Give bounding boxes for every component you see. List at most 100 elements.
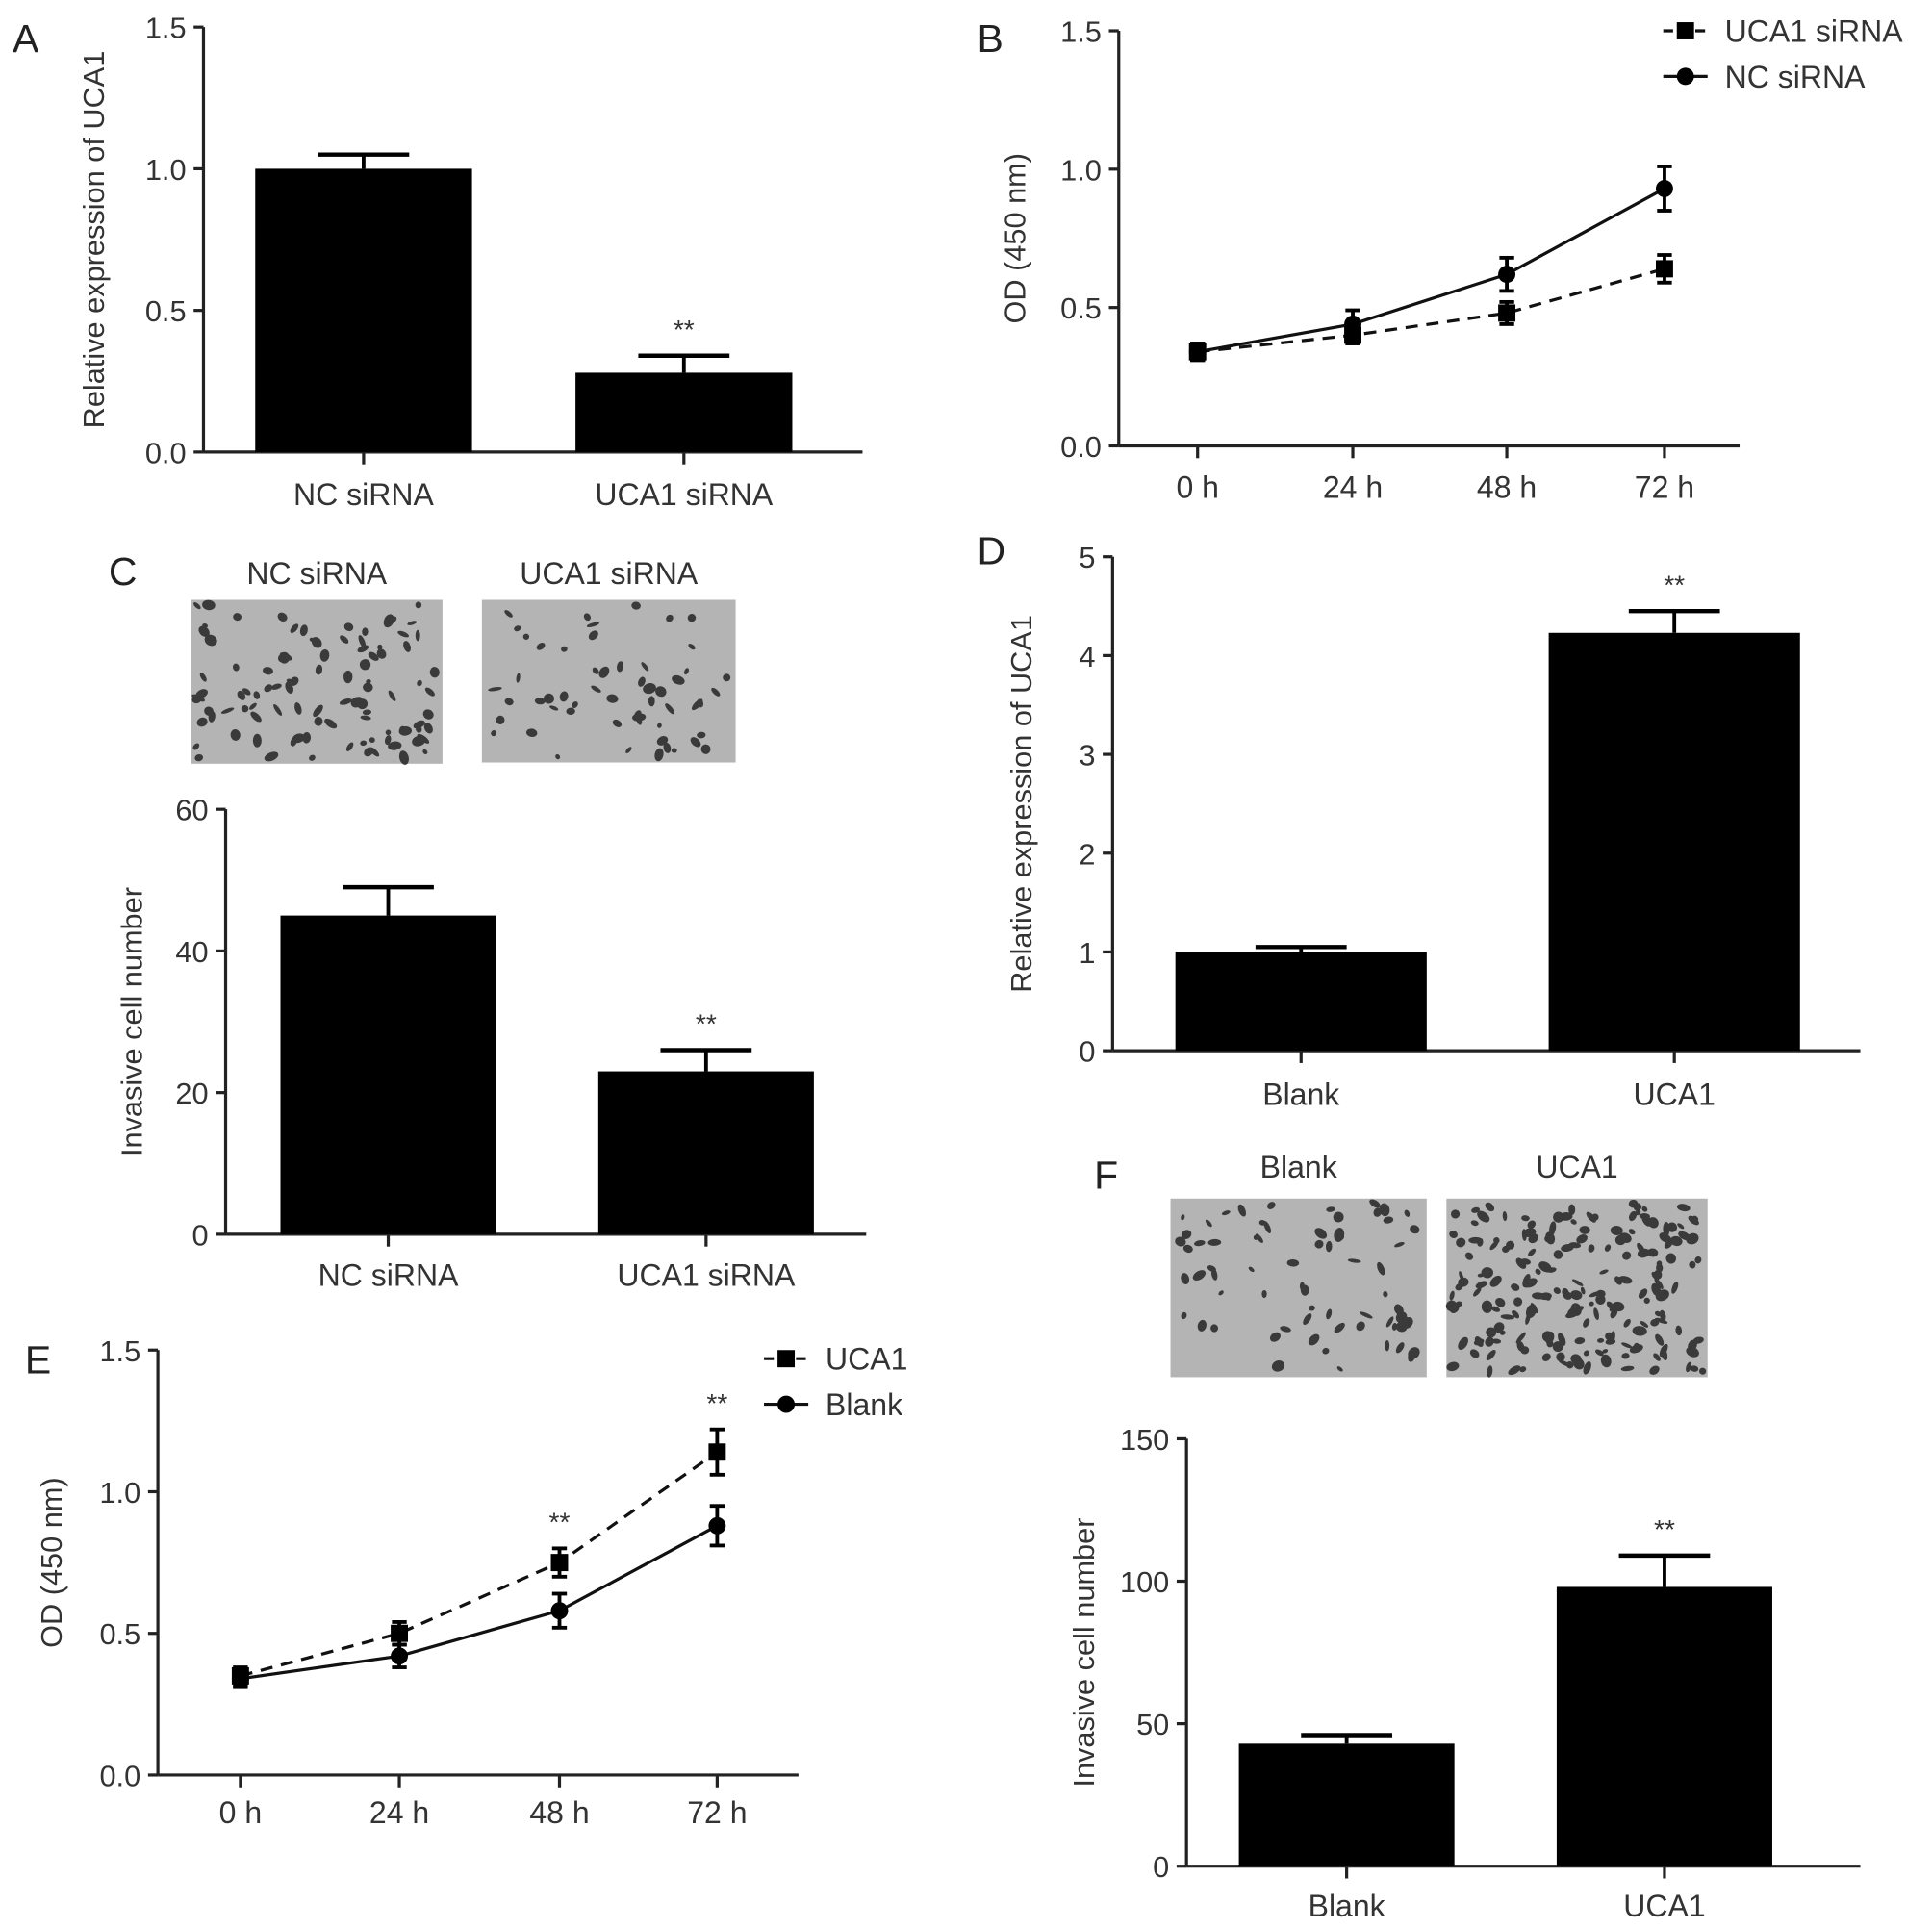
cell-mark — [1182, 1244, 1193, 1254]
cell-mark — [242, 688, 251, 696]
y-axis-label: Relative expression of UCA1 — [77, 51, 111, 429]
cell-mark — [723, 673, 731, 682]
micrograph-label: UCA1 siRNA — [520, 556, 699, 591]
cell-mark — [700, 744, 711, 754]
cell-mark — [363, 682, 373, 693]
cell-mark — [343, 622, 354, 632]
cell-mark — [1546, 1340, 1554, 1348]
cell-mark — [350, 697, 363, 708]
series-line — [240, 1450, 719, 1678]
cell-mark — [688, 644, 696, 650]
cell-mark — [491, 730, 497, 737]
data-point-circle — [1655, 180, 1673, 197]
cell-mark — [671, 748, 677, 753]
cell-mark — [1181, 1230, 1192, 1239]
cell-mark — [1458, 1277, 1469, 1287]
cell-mark — [292, 733, 305, 744]
y-tick-label: 5 — [1079, 541, 1095, 574]
cell-mark — [1655, 1317, 1668, 1324]
cell-mark — [633, 710, 642, 721]
cell-mark — [1573, 1358, 1585, 1370]
cell-mark — [277, 653, 286, 663]
cell-mark — [1515, 1332, 1526, 1344]
cell-mark — [1404, 1209, 1411, 1217]
cell-mark — [617, 661, 624, 673]
cell-mark — [1621, 1251, 1632, 1260]
bar — [1175, 952, 1427, 1052]
cell-mark — [384, 616, 397, 626]
data-point-circle — [231, 1669, 249, 1688]
cell-mark — [1334, 1322, 1345, 1333]
cell-mark — [241, 704, 249, 713]
cell-mark — [314, 717, 323, 726]
cell-mark — [559, 691, 569, 702]
cell-mark — [1502, 1210, 1508, 1222]
x-tick-label: UCA1 — [1623, 1889, 1705, 1923]
legend-label: Blank — [826, 1387, 903, 1422]
cell-mark — [1686, 1346, 1699, 1358]
cell-mark — [360, 715, 371, 721]
cell-mark — [1576, 1234, 1588, 1244]
cell-mark — [1519, 1366, 1527, 1373]
legend-circle-icon — [777, 1395, 796, 1413]
cell-mark — [1502, 1245, 1510, 1253]
cell-mark — [1583, 1318, 1590, 1328]
cell-mark — [1604, 1244, 1612, 1252]
cell-mark — [1565, 1310, 1579, 1319]
cell-mark — [1690, 1365, 1699, 1372]
y-tick-label: 0.5 — [99, 1617, 140, 1651]
y-tick-label: 0 — [1079, 1035, 1095, 1069]
cell-mark — [561, 646, 568, 652]
cell-mark — [263, 667, 273, 675]
cell-mark — [1665, 1253, 1677, 1264]
cell-mark — [324, 718, 338, 729]
cell-mark — [1449, 1231, 1458, 1239]
cell-mark — [290, 676, 299, 686]
data-point-square — [1498, 304, 1516, 322]
cell-mark — [273, 703, 283, 716]
cell-mark — [684, 668, 690, 675]
cell-mark — [1469, 1349, 1480, 1358]
cell-mark — [1271, 1360, 1285, 1372]
cell-mark — [1659, 1309, 1666, 1321]
cell-mark — [1181, 1273, 1190, 1284]
cell-mark — [368, 651, 379, 661]
cell-mark — [1543, 1292, 1551, 1301]
cell-mark — [1322, 1347, 1330, 1355]
cell-mark — [1333, 1211, 1344, 1223]
cell-mark — [1552, 1341, 1563, 1353]
cell-mark — [1562, 1287, 1569, 1298]
cell-mark — [270, 683, 282, 690]
cell-mark — [340, 635, 349, 644]
cell-mark — [1643, 1297, 1650, 1305]
significance-marker: ** — [1664, 570, 1685, 599]
cell-mark — [1464, 1252, 1474, 1260]
y-tick-label: 1.0 — [145, 153, 187, 187]
cell-mark — [299, 624, 308, 637]
cell-mark — [1628, 1210, 1638, 1222]
bar — [1238, 1743, 1455, 1866]
cell-mark — [1181, 1311, 1187, 1320]
cell-mark — [1512, 1309, 1520, 1319]
cell-mark — [1527, 1220, 1537, 1229]
cell-mark — [1596, 1338, 1605, 1343]
cell-mark — [1669, 1235, 1683, 1247]
panel-e: E 0.0 0.5 1.0 1.5 OD (450 nm) 0 h 24 h 48 h 72 h U… — [25, 1334, 908, 1830]
cell-mark — [1532, 1292, 1545, 1300]
micrograph-label: Blank — [1260, 1150, 1338, 1184]
cell-mark — [1489, 1275, 1502, 1287]
y-tick-label: 60 — [175, 794, 208, 827]
cell-mark — [1641, 1206, 1648, 1212]
cell-mark — [422, 749, 428, 755]
cell-mark — [1385, 1316, 1394, 1328]
cell-mark — [1181, 1214, 1185, 1221]
cell-mark — [697, 731, 706, 739]
y-tick-label: 1.5 — [99, 1334, 140, 1368]
cell-mark — [1508, 1365, 1521, 1376]
cell-mark — [1360, 1311, 1373, 1319]
cell-mark — [1609, 1331, 1615, 1344]
y-tick-label: 1.0 — [1060, 153, 1102, 187]
cell-mark — [1261, 1289, 1267, 1299]
cell-mark — [1522, 1228, 1537, 1237]
cell-mark — [1647, 1248, 1659, 1257]
